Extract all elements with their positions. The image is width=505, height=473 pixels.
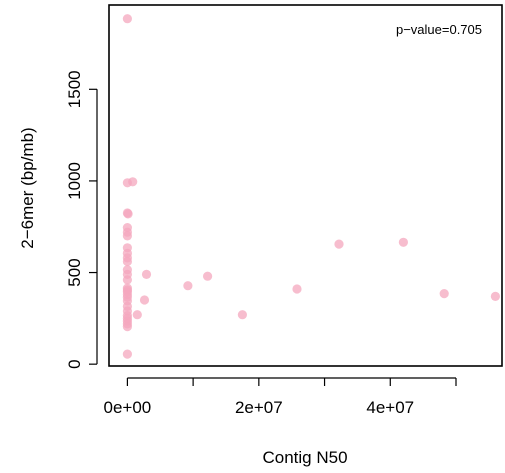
y-axis: 0 500 1000 1500 <box>65 70 98 369</box>
x-tick-label-0: 0e+00 <box>104 398 152 417</box>
y-axis-label: 2−6mer (bp/mb) <box>18 127 37 248</box>
data-point-39 <box>490 291 500 301</box>
data-points <box>122 14 500 359</box>
data-point-30 <box>139 295 150 305</box>
x-tick-label-4: 4e+07 <box>366 398 414 417</box>
y-tick-label-2: 1000 <box>65 162 84 200</box>
data-point-38 <box>439 289 449 299</box>
data-point-28 <box>122 349 132 359</box>
data-point-14 <box>122 275 132 285</box>
data-point-35 <box>292 284 302 294</box>
data-point-34 <box>237 310 247 320</box>
data-point-31 <box>141 269 152 279</box>
data-point-32 <box>183 281 193 291</box>
p-value-annotation: p−value=0.705 <box>396 22 482 37</box>
data-point-33 <box>203 271 213 281</box>
x-tick-label-2: 2e+07 <box>235 398 283 417</box>
data-point-7 <box>122 231 132 241</box>
data-point-11 <box>122 256 132 267</box>
data-point-2 <box>128 177 138 187</box>
y-tick-label-0: 0 <box>65 359 84 368</box>
data-point-29 <box>132 310 142 320</box>
x-axis: 0e+00 2e+07 4e+07 <box>104 377 457 417</box>
plot-frame <box>108 4 503 367</box>
data-point-27 <box>122 322 132 332</box>
data-point-37 <box>398 237 408 247</box>
data-point-0 <box>122 14 132 24</box>
y-tick-label-3: 1500 <box>65 70 84 108</box>
x-axis-label: Contig N50 <box>262 448 347 467</box>
y-tick-label-1: 500 <box>65 258 84 286</box>
data-point-36 <box>334 239 344 249</box>
data-point-4 <box>123 209 133 219</box>
